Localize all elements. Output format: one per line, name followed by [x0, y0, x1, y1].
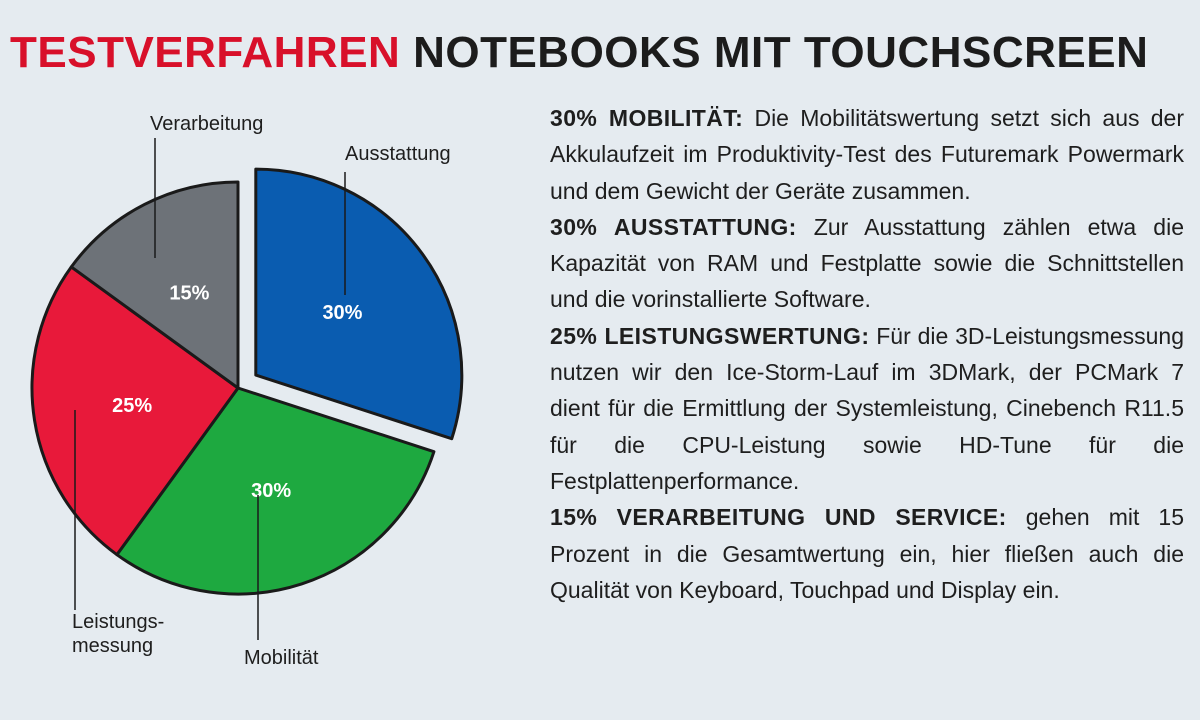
description-text: Für die 3D-Leistungsmessung nutzen wir d… [550, 322, 1184, 494]
pie-category-label: Mobilität [244, 647, 319, 669]
description-ausstattung: 30% AUSSTATTUNG: Zur Ausstattung zählen … [550, 209, 1184, 318]
description-heading: 15% VERARBEITUNG UND SERVICE: [550, 504, 1007, 531]
description-text: gehen mit 15 Prozent in die Gesamtwertun… [550, 504, 1184, 603]
pie-slice-leistungs-messung [30, 265, 240, 557]
pie-category-label: Leistungs-messung [72, 611, 164, 657]
pie-value-label: 25% [112, 395, 152, 417]
pie-slice-mobilität [115, 386, 436, 596]
pie-value-label: 30% [322, 302, 362, 324]
page-title: TESTVERFAHREN NOTEBOOKS MIT TOUCHSCREEN [10, 28, 1148, 78]
pie-category-label: Verarbeitung [150, 113, 263, 135]
pie-chart: 30% Ausstattung 30% Mobilität 25% Leistungs-m… [30, 113, 464, 669]
description-heading: 30% MOBILITÄT: [550, 105, 744, 131]
pie-value-label: 15% [169, 283, 209, 305]
description-text: Zur Ausstattung zählen etwa die Kapazitä… [550, 213, 1184, 313]
description-heading: 30% AUSSTATTUNG: [550, 213, 797, 240]
description-mobilitaet: 30% MOBILITÄT: Die Mobilitätswertung set… [550, 100, 1184, 209]
pie-category-label: Ausstattung [345, 143, 451, 165]
description-text: Die Mobilitätswertung setzt sich aus der… [550, 105, 1184, 204]
title-accent: TESTVERFAHREN [10, 28, 401, 77]
description-block: 30% MOBILITÄT: Die Mobilitätswertung set… [550, 100, 1184, 608]
pie-value-label: 30% [251, 480, 291, 502]
pie-slice-ausstattung [254, 167, 464, 441]
description-verarbeitung: 15% VERARBEITUNG UND SERVICE: gehen mit … [550, 499, 1184, 608]
pie-slice-verarbeitung [69, 180, 240, 390]
description-heading: 25% LEISTUNGSWERTUNG: [550, 322, 870, 349]
description-leistung: 25% LEISTUNGSWERTUNG: Für die 3D-Leistun… [550, 318, 1184, 499]
title-rest: NOTEBOOKS MIT TOUCHSCREEN [413, 28, 1149, 77]
